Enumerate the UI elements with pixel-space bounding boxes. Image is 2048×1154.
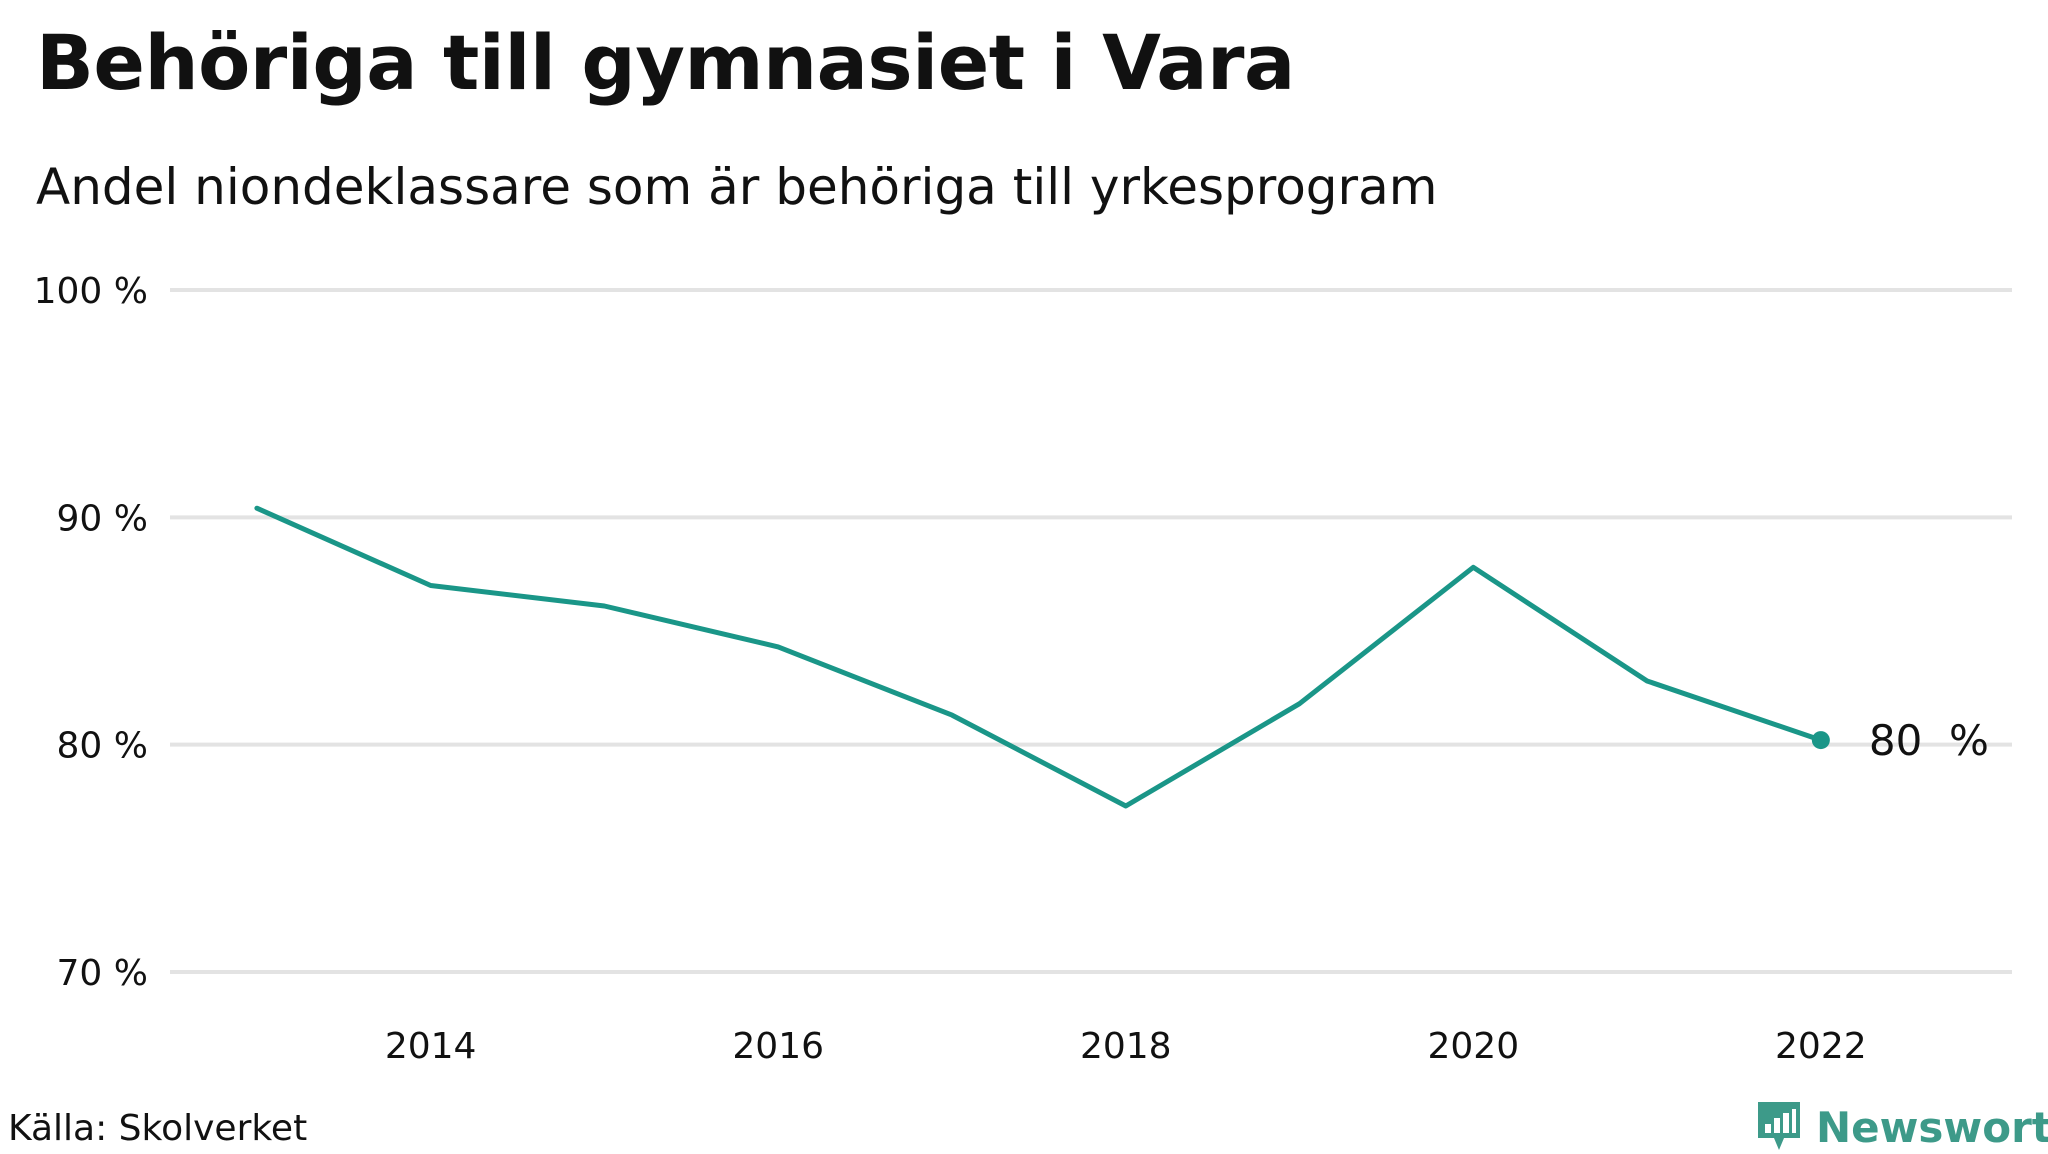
gridlines: [170, 288, 2012, 974]
x-tick-label-2022: 2022: [1775, 1026, 1867, 1067]
end-value-label: 80 %: [1869, 716, 1989, 765]
bar-chart-speech-bubble-icon: [1758, 1102, 1800, 1150]
y-tick-label-90: 90 %: [57, 498, 148, 539]
series-line-0: [254, 505, 1824, 809]
x-axis-ticks: 2014 2016 2018 2020 2022: [385, 1026, 1867, 1067]
series-layer: 80 %: [254, 505, 1989, 809]
y-tick-label-80: 80 %: [57, 726, 148, 767]
y-tick-label-100: 100 %: [34, 271, 148, 312]
source-note: Källa: Skolverket: [8, 1108, 308, 1149]
x-tick-label-2020: 2020: [1427, 1026, 1519, 1067]
y-tick-label-70: 70 %: [57, 953, 148, 994]
y-axis-ticks: 70 % 80 % 90 % 100 %: [34, 271, 148, 994]
brand-name: Newsworthy: [1816, 1102, 2048, 1152]
x-tick-label-2014: 2014: [385, 1026, 477, 1067]
data-point-2022: [1811, 731, 1830, 750]
brand-logo[interactable]: Newsworthy: [1754, 1100, 2048, 1154]
x-tick-label-2016: 2016: [732, 1026, 824, 1067]
x-tick-label-2018: 2018: [1080, 1026, 1172, 1067]
chart-title: Behöriga till gymnasiet i Vara: [36, 18, 1295, 107]
chart-subtitle: Andel niondeklassare som är behöriga til…: [36, 158, 1438, 216]
